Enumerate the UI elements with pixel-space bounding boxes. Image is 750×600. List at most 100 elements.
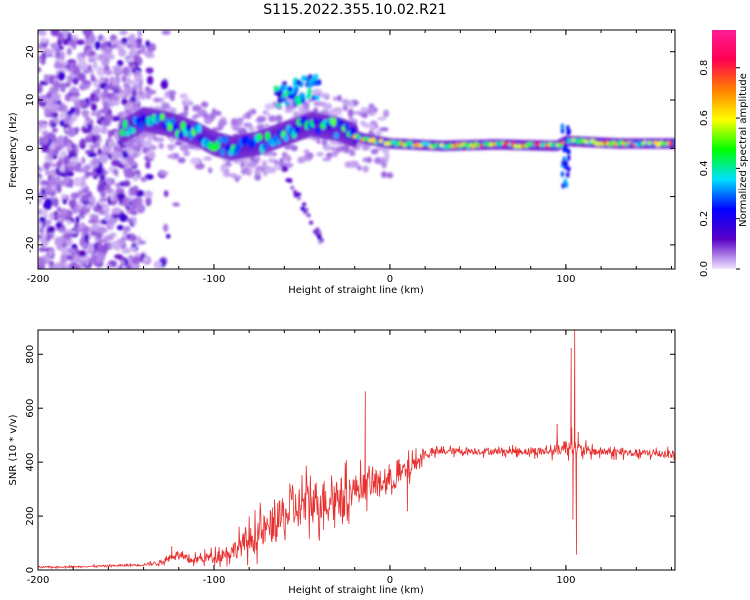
spectrogram-cell [297,192,302,197]
spectrogram-x-label: Height of straight line (km) [288,285,424,296]
spectrogram-cell [144,257,149,263]
spectrogram-cell [88,219,96,224]
spectrogram-cell [293,193,298,198]
spectrogram-cell [75,106,81,117]
spectrogram-cell [326,152,333,159]
spectrogram-cell [39,37,48,43]
spectrogram-cell [130,127,136,134]
spectrogram-cell [88,119,94,126]
spectrogram-cell [38,83,43,94]
spectrogram-cell [109,85,119,91]
spectrogram-cell [320,101,326,106]
spectrogram-cell [208,112,216,121]
spectrogram-cell [208,167,213,174]
spectrogram-cell [134,189,145,197]
spectrogram-cell [202,113,209,119]
spectrogram-cell [362,123,370,128]
spectrogram-cell [343,99,351,107]
snr-y-tick-label: 600 [25,399,36,418]
spectrogram-cell [82,112,89,118]
spectrogram-cell [94,79,101,85]
spectrogram-cell [268,115,277,123]
spectrogram-cell [68,118,73,128]
spectrogram-cell [265,165,274,174]
spectrogram-cell [129,138,136,144]
spectrogram-cell [129,80,140,86]
spectrogram-cell [298,104,304,113]
spectrogram-cell [120,158,127,164]
snr-x-tick-label: 100 [556,575,575,586]
spectrogram-cell [561,160,566,167]
spectrogram-cell [103,101,108,111]
snr-series [38,330,675,570]
spectrogram-cell [119,44,126,49]
spectrogram-cell [134,75,143,81]
spectrogram-cell [134,70,141,76]
spectrogram-cell [112,65,122,71]
spectrogram-cell [62,30,68,40]
spectrogram-cell [134,169,141,175]
spectrogram-cell [146,75,154,85]
spectrogram-cell [566,129,570,136]
spectrogram-cell [65,166,76,172]
spectrogram-cell [79,167,89,173]
spectrogram-cell [349,127,355,137]
spectrogram-cell [185,124,191,132]
spectrogram-cell [66,219,72,225]
spectrogram-cell [100,127,108,134]
spectrogram-cell [63,119,70,125]
spectrogram-cell [132,256,141,265]
spectrogram-cell [222,135,228,145]
spectrogram-cell [52,197,59,208]
spectrogram-cell [70,157,79,163]
spectrogram-cell [66,142,71,153]
spectrogram-cell [87,50,96,57]
spectrogram-cell [41,123,48,130]
spectrogram-cell [126,155,135,163]
spectrogram-cell [118,213,128,222]
spectrogram-cell [302,202,307,207]
spectrogram-cell [70,96,79,103]
spectrogram-cell [313,101,323,107]
spectrogram-cell [87,66,92,71]
colorbar-label: Normalized spectral amplitude [738,73,749,227]
spectrogram-cell [38,222,43,229]
spectrogram-cell [240,160,245,168]
spectrogram-cell [99,197,108,202]
spectrogram-cell [49,211,55,221]
snr-spike-point [577,431,579,434]
spectrogram-cell [200,101,209,108]
spectrogram-cell [302,101,310,110]
spectrogram-cell [315,127,321,135]
spectrogram-cell [279,158,284,163]
spectrogram-cell [283,133,289,142]
spectrogram-cell [255,165,265,170]
spectrogram-cell [130,186,137,196]
spectrogram-cell [272,152,277,157]
spectrogram-cell [132,146,141,151]
spectrogram-cell [60,253,68,264]
spectrogram-cell [104,85,112,91]
spectrogram-y-tick-label: -10 [25,188,36,204]
spectrogram-x-ticks: -200 -100 0 100 [27,30,672,285]
spectrogram-cell [70,192,80,200]
spectrogram-cell [40,94,47,103]
spectrogram-cell [123,168,134,177]
spectrogram-cell [245,111,252,119]
snr-frame [37,329,676,571]
spectrogram-cell [60,50,65,61]
spectrogram-cell [57,38,63,48]
spectrogram-cell [59,67,69,73]
spectrogram-cell [305,93,311,100]
colorbar-tick-label: 0.0 [699,261,710,277]
spectrogram-cell [114,254,123,260]
spectrogram-cell [158,142,165,150]
spectrogram-cell [97,226,107,234]
spectrogram-cell [100,173,105,181]
spectrogram-cell [75,39,85,45]
snr-y-label: SNR (10 * v/v) [8,414,19,485]
snr-spike-point [565,442,567,444]
spectrogram-cell [566,154,571,161]
spectrogram-blobs [38,30,675,269]
